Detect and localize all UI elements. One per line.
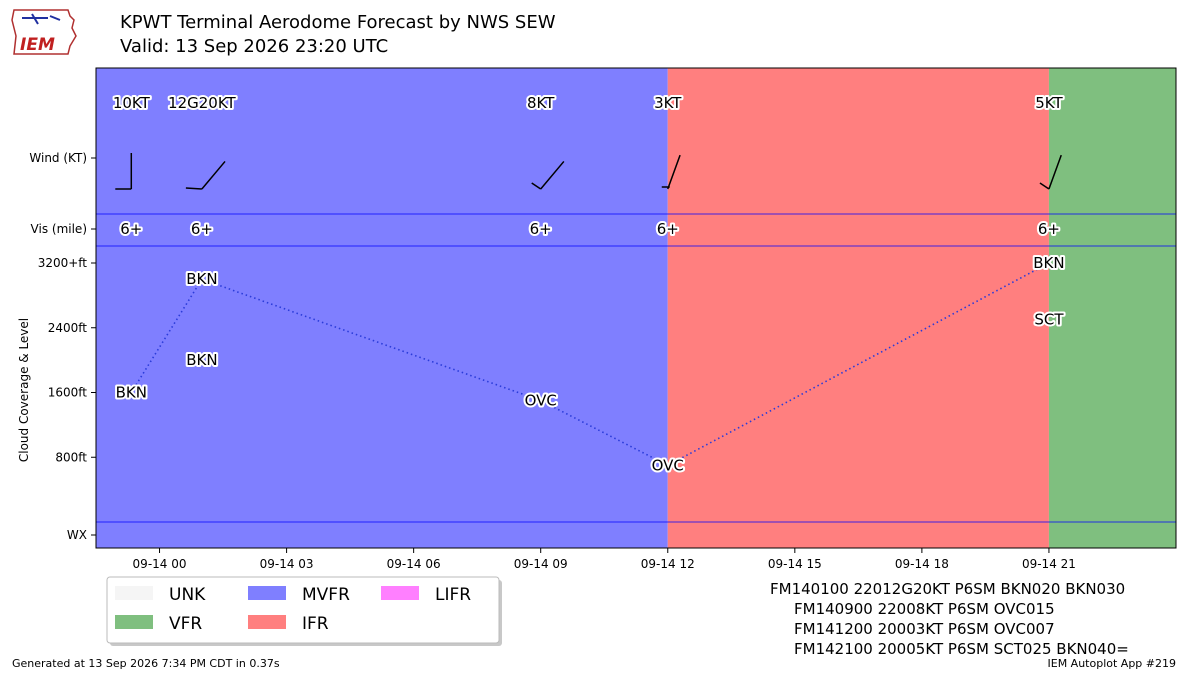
wind-barb-flag (1039, 182, 1050, 190)
cloud-label: BKN (116, 384, 147, 402)
wind-label: 8KT (527, 94, 555, 112)
legend-label: VFR (169, 614, 202, 634)
y-tick-label: 800ft (55, 450, 87, 464)
cloud-label: OVC (652, 456, 684, 474)
x-tick-label: 09-14 00 (133, 557, 187, 571)
raw-taf-line: FM141200 20003KT P6SM OVC007 (794, 620, 1055, 638)
wind-label: 3KT (654, 94, 682, 112)
chart-title: KPWT Terminal Aerodome Forecast by NWS S… (120, 12, 556, 33)
legend-swatch-lifr (381, 586, 419, 600)
cloud-label: BKN (1033, 254, 1064, 272)
wind-row-label: Wind (KT) (29, 151, 87, 165)
visibility-label: 6+ (657, 220, 679, 238)
y-tick-label: 1600ft (48, 386, 88, 400)
iem-logo: IEM (11, 9, 77, 55)
legend-swatch-unk (115, 586, 153, 600)
y-tick-label: 2400ft (48, 321, 88, 335)
cloud-label: SCT (1034, 311, 1064, 329)
wind-barb-staff (667, 154, 681, 190)
wind-barb-staff (1048, 154, 1062, 190)
category-band-vfr (1048, 68, 1176, 548)
wind-label: 5KT (1035, 94, 1063, 112)
legend-label: IFR (302, 614, 329, 634)
visibility-label: 6+ (530, 220, 552, 238)
logo-text: IEM (20, 35, 55, 55)
legend-swatch-mvfr (248, 586, 286, 600)
raw-taf-line: FM142100 20005KT P6SM SCT025 BKN040= (794, 640, 1129, 658)
cloud-label: BKN (186, 351, 217, 369)
x-tick-label: 09-14 09 (514, 557, 568, 571)
visibility-label: 6+ (1038, 220, 1060, 238)
raw-taf-line: FM140900 22008KT P6SM OVC015 (794, 600, 1055, 618)
vis-row-label: Vis (mile) (31, 222, 87, 236)
cloud-label: OVC (525, 392, 557, 410)
y-tick-label: 3200+ft (38, 256, 88, 270)
plot-frame (95, 67, 1177, 549)
x-tick-label: 09-14 18 (895, 557, 949, 571)
wind-barb-flag (185, 187, 202, 190)
cloud-label: BKN (186, 270, 217, 288)
legend-label: UNK (169, 585, 206, 605)
wx-row-label: WX (67, 528, 87, 542)
wind-barb-staff (540, 160, 565, 190)
category-band-mvfr (96, 68, 668, 548)
wind-barb-staff (201, 160, 226, 190)
category-band-ifr (667, 68, 1049, 548)
legend-swatch-vfr (115, 615, 153, 629)
wind-label: 10KT (113, 94, 151, 112)
ceiling-line (130, 262, 1050, 467)
visibility-label: 6+ (191, 220, 213, 238)
legend-swatch-ifr (248, 615, 286, 629)
x-tick-label: 09-14 12 (641, 557, 695, 571)
visibility-label: 6+ (120, 220, 142, 238)
x-tick-label: 09-14 21 (1022, 557, 1076, 571)
raw-taf-line: FM140100 22012G20KT P6SM BKN020 BKN030 (770, 580, 1126, 598)
x-tick-label: 09-14 06 (387, 557, 441, 571)
wind-label: 12G20KT (168, 94, 236, 112)
app-note: IEM Autoplot App #219 (1047, 657, 1177, 670)
x-tick-label: 09-14 03 (260, 557, 314, 571)
x-tick-label: 09-14 15 (768, 557, 822, 571)
y-axis-label: Cloud Coverage & Level (17, 318, 31, 462)
wind-barb-flag (531, 182, 542, 190)
legend-label: MVFR (302, 585, 350, 605)
legend-label: LIFR (435, 585, 471, 605)
chart-subtitle: Valid: 13 Sep 2026 23:20 UTC (120, 36, 389, 57)
generated-note: Generated at 13 Sep 2026 7:34 PM CDT in … (12, 657, 280, 670)
